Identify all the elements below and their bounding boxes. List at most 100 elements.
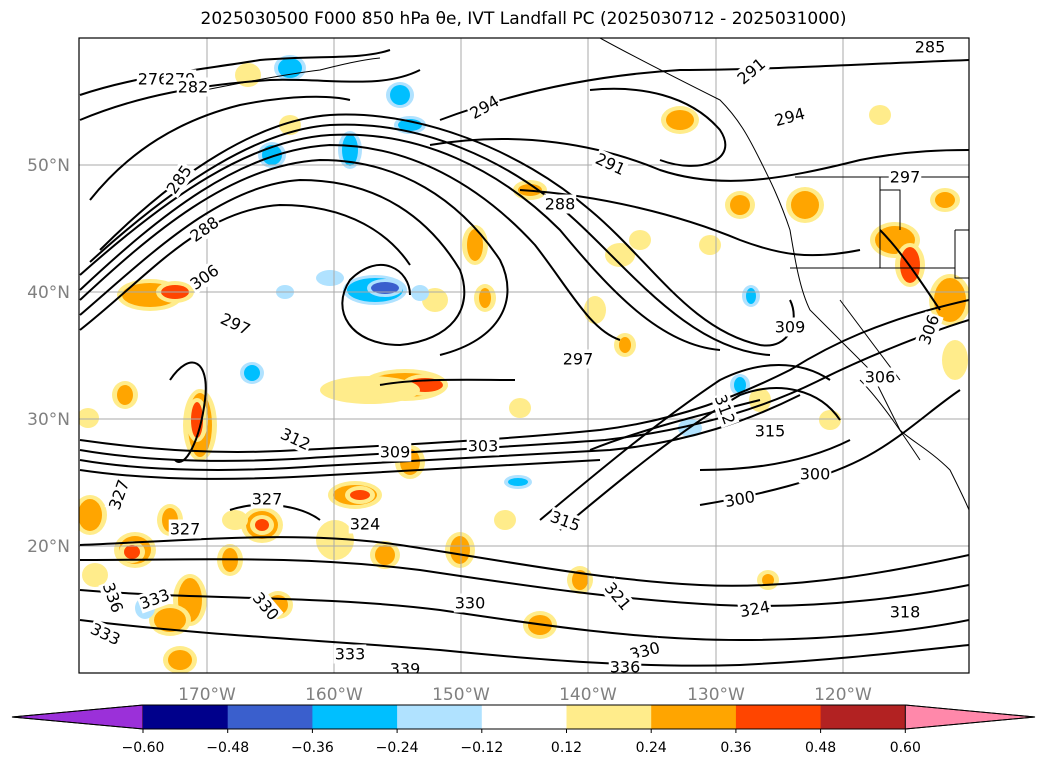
positive-pc-patch <box>666 110 694 130</box>
contour-label: 297 <box>563 350 594 369</box>
contour-line <box>79 536 969 587</box>
positive-pc-patch <box>350 490 370 500</box>
negative-pc-patch <box>415 288 425 298</box>
positive-pc-patch <box>874 109 886 121</box>
colorbar-bin <box>227 705 313 729</box>
contour-label-halo <box>466 436 500 456</box>
contour-line <box>89 123 771 356</box>
positive-pc-patch <box>79 499 102 531</box>
coastlines <box>179 38 969 511</box>
contour-line <box>589 87 727 167</box>
contour-label-halo <box>914 311 944 349</box>
contour-label-halo <box>98 579 128 617</box>
contour-label: 336 <box>610 658 641 677</box>
contour-label-halo <box>216 308 255 340</box>
contour-label-halo <box>453 593 487 613</box>
positive-pc-patch <box>610 247 630 263</box>
contour-line <box>79 158 509 356</box>
contour-line <box>79 49 391 96</box>
positive-pc-patch <box>479 288 491 308</box>
contour-label-halo <box>465 90 504 124</box>
contour-line <box>79 589 969 642</box>
contour-label-halo <box>561 349 595 369</box>
contour-label-halo <box>276 423 315 455</box>
contour-line <box>79 319 969 462</box>
positive-pc-patch <box>589 300 601 320</box>
coastline <box>599 38 969 511</box>
positive-pc-patch <box>325 380 415 400</box>
contour-line <box>79 459 601 480</box>
positive-pc-patch <box>634 234 646 246</box>
colorbar-tick-label: −0.60 <box>122 740 165 756</box>
contour-label-halo <box>250 489 284 509</box>
contour-line <box>379 378 516 386</box>
contour-line <box>519 189 861 257</box>
contour-line <box>79 299 969 453</box>
contour-label: 306 <box>865 368 896 387</box>
positive-pc-patch <box>619 337 631 353</box>
positive-pc-patch <box>934 278 966 322</box>
contour-line <box>99 113 795 347</box>
contour-label-halo <box>168 519 202 539</box>
contour-label: 285 <box>915 38 946 57</box>
positive-pc-patch <box>499 514 511 526</box>
state-border <box>880 189 901 230</box>
contour-label-halo <box>753 421 787 441</box>
contour-label-halo <box>333 644 367 664</box>
colorbar-tick-label: 0.48 <box>805 740 836 756</box>
negative-pc-patch <box>734 377 746 393</box>
negative-pc-patch <box>371 282 399 294</box>
positive-pc-patch <box>117 385 133 405</box>
colorbar-bin <box>312 705 398 729</box>
contour-line <box>79 133 721 351</box>
colorbar-bin <box>143 705 229 729</box>
contour-label-halo <box>888 602 922 622</box>
contour-label: 339 <box>390 660 421 679</box>
colorbar-bin <box>397 705 483 729</box>
positive-pc-patch <box>321 524 349 556</box>
contour-label: 327 <box>252 490 283 509</box>
lon-label: 160°W <box>305 685 363 705</box>
contour-label-halo <box>176 77 210 97</box>
state-border <box>954 229 969 279</box>
colorbar-extend-low <box>11 704 144 730</box>
lat-label: 40°N <box>27 283 70 303</box>
contour-line <box>89 95 351 201</box>
positive-pc-patch <box>87 567 103 583</box>
contour-label: 324 <box>350 515 381 534</box>
contour-label-halo <box>136 584 174 614</box>
contour-line <box>539 364 831 521</box>
positive-pc-patch <box>227 514 243 526</box>
contour-label: 297 <box>890 168 921 187</box>
positive-pc-patch <box>935 192 955 208</box>
positive-pc-patch <box>824 414 836 426</box>
contour-line <box>79 558 969 607</box>
contour-label-halo <box>888 167 922 187</box>
contour-label-halo <box>732 53 770 89</box>
colorbar-tick-label: 0.12 <box>551 740 582 756</box>
contour-label-halo <box>86 618 125 650</box>
contour-label: 300 <box>800 465 831 484</box>
lat-label: 50°N <box>27 156 70 176</box>
contour-label-halo <box>543 194 577 214</box>
positive-pc-patch <box>82 412 94 424</box>
contour-label: 276 <box>138 70 169 89</box>
contour-label-halo <box>185 260 224 295</box>
colorbar-tick-label: −0.48 <box>206 740 249 756</box>
contour-label-halo <box>388 659 422 673</box>
positive-pc-patch <box>450 536 470 564</box>
contour-label-halo <box>348 514 382 534</box>
contour-label-halo <box>136 69 170 89</box>
coastline <box>179 57 381 96</box>
negative-pc-patch <box>320 273 340 283</box>
contour-label-halo <box>591 148 630 180</box>
contour-line <box>589 399 761 451</box>
colorbar: −0.60 −0.48 −0.36 −0.24 −0.12 0.12 0.24 0.36 0.4… <box>11 704 1036 756</box>
contour-label-halo <box>546 506 584 536</box>
colorbar-tick-label: −0.12 <box>460 740 503 756</box>
negative-pc-patch <box>278 58 302 78</box>
positive-pc-patch <box>427 292 443 308</box>
negative-pc-patch <box>244 365 260 381</box>
negative-pc-patch <box>746 288 756 304</box>
